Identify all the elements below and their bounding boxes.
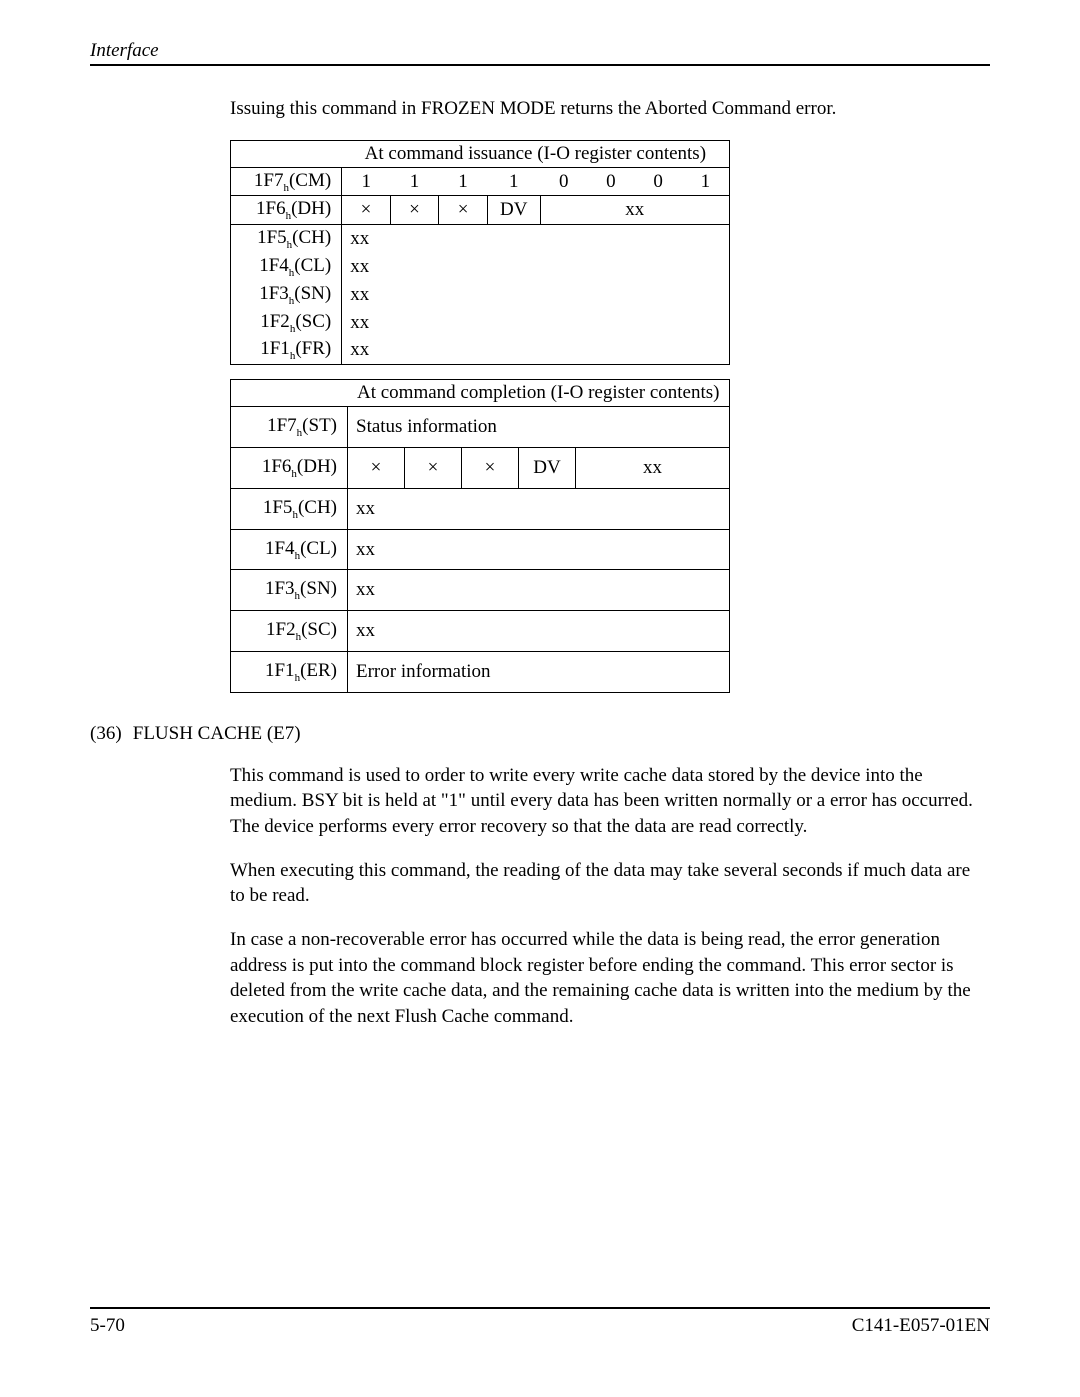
bit-cell: 1 — [682, 167, 730, 196]
table-title: At command completion (I-O register cont… — [348, 380, 730, 407]
reg-value: xx — [348, 529, 730, 570]
reg-suffix: (CH) — [292, 227, 331, 248]
reg-label: 1F1 — [260, 338, 290, 359]
reg-suffix: (SC) — [295, 311, 331, 332]
table-row: 1F4h(CL) xx — [231, 529, 730, 570]
reg-suffix: (CM) — [289, 170, 331, 191]
reg-suffix: (SN) — [294, 283, 331, 304]
reg-label: 1F5 — [257, 227, 287, 248]
reg-suffix: (ER) — [300, 660, 337, 681]
table-row: 1F2h(SC) xx — [231, 611, 730, 652]
reg-value: xx — [342, 309, 730, 337]
table-title-row: At command completion (I-O register cont… — [231, 380, 730, 407]
bit-cell: × — [348, 448, 405, 489]
reg-label: 1F4 — [259, 255, 289, 276]
completion-table: At command completion (I-O register cont… — [230, 379, 730, 693]
table-row: 1F4h(CL) xx — [231, 253, 730, 281]
intro-paragraph: Issuing this command in FROZEN MODE retu… — [230, 96, 980, 122]
reg-label: 1F7 — [254, 170, 284, 191]
running-header: Interface — [90, 40, 990, 62]
section-body: This command is used to order to write e… — [230, 763, 980, 1030]
reg-suffix: (SC) — [301, 619, 337, 640]
bit-cell: × — [439, 196, 488, 225]
header-rule — [90, 64, 990, 66]
reg-suffix: (FR) — [295, 338, 331, 359]
bit-cell: × — [390, 196, 439, 225]
table-title-row: At command issuance (I-O register conten… — [231, 140, 730, 167]
reg-label: 1F7 — [267, 415, 297, 436]
section-heading: (36) FLUSH CACHE (E7) — [90, 723, 990, 745]
table-row: 1F7h(CM) 1 1 1 1 0 0 0 1 — [231, 167, 730, 196]
reg-value: xx — [342, 253, 730, 281]
page-footer: 5-70 C141-E057-01EN — [90, 1307, 990, 1337]
bit-rest: xx — [576, 448, 730, 489]
table-row: 1F5h(CH) xx — [231, 488, 730, 529]
reg-value: xx — [342, 281, 730, 309]
reg-label: 1F3 — [265, 578, 295, 599]
reg-label: 1F2 — [266, 619, 296, 640]
paragraph: When executing this command, the reading… — [230, 858, 980, 909]
reg-suffix: (DH) — [291, 198, 331, 219]
table-row: 1F3h(SN) xx — [231, 281, 730, 309]
reg-label: 1F2 — [260, 311, 290, 332]
bit-cell: 1 — [487, 167, 540, 196]
bit-cell: 1 — [439, 167, 488, 196]
bit-cell: DV — [487, 196, 540, 225]
issuance-table: At command issuance (I-O register conten… — [230, 140, 730, 366]
table-title: At command issuance (I-O register conten… — [342, 140, 730, 167]
bit-cell: 0 — [587, 167, 634, 196]
table-row: 1F2h(SC) xx — [231, 309, 730, 337]
page: Interface Issuing this command in FROZEN… — [0, 0, 1080, 1397]
reg-label: 1F3 — [259, 283, 289, 304]
paragraph: This command is used to order to write e… — [230, 763, 980, 840]
reg-label: 1F6 — [256, 198, 286, 219]
reg-value: Error information — [348, 652, 730, 693]
table-row: 1F5h(CH) xx — [231, 225, 730, 253]
reg-value: Status information — [348, 407, 730, 448]
section-number: (36) — [90, 723, 128, 745]
bit-cell: 1 — [342, 167, 391, 196]
table-row: 1F1h(FR) xx — [231, 336, 730, 364]
bit-cell: × — [462, 448, 519, 489]
table-row: 1F3h(SN) xx — [231, 570, 730, 611]
bit-cell: 0 — [635, 167, 682, 196]
bit-cell: × — [342, 196, 391, 225]
reg-suffix: (CH) — [298, 497, 337, 518]
bit-cell: 1 — [390, 167, 439, 196]
section-title: FLUSH CACHE (E7) — [133, 723, 301, 744]
bit-cell: 0 — [540, 167, 587, 196]
table-row: 1F1h(ER) Error information — [231, 652, 730, 693]
reg-value: xx — [348, 611, 730, 652]
reg-value: xx — [342, 336, 730, 364]
content-block: Issuing this command in FROZEN MODE retu… — [230, 96, 980, 693]
table-row: 1F6h(DH) × × × DV xx — [231, 196, 730, 225]
reg-suffix: (SN) — [300, 578, 337, 599]
page-number: 5-70 — [90, 1315, 125, 1337]
reg-suffix: (CL) — [300, 538, 337, 559]
bit-cell: DV — [519, 448, 576, 489]
table-row: 1F7h(ST) Status information — [231, 407, 730, 448]
reg-label: 1F5 — [263, 497, 293, 518]
table-row: 1F6h(DH) × × × DV xx — [231, 448, 730, 489]
footer-rule — [90, 1307, 990, 1309]
reg-suffix: (CL) — [294, 255, 331, 276]
paragraph: In case a non-recoverable error has occu… — [230, 927, 980, 1030]
bit-rest: xx — [540, 196, 729, 225]
bit-cell: × — [405, 448, 462, 489]
reg-label: 1F6 — [262, 456, 292, 477]
reg-value: xx — [342, 225, 730, 253]
reg-suffix: (DH) — [297, 456, 337, 477]
reg-label: 1F4 — [265, 538, 295, 559]
reg-value: xx — [348, 570, 730, 611]
reg-suffix: (ST) — [302, 415, 337, 436]
doc-id: C141-E057-01EN — [852, 1315, 990, 1337]
reg-value: xx — [348, 488, 730, 529]
reg-label: 1F1 — [265, 660, 295, 681]
